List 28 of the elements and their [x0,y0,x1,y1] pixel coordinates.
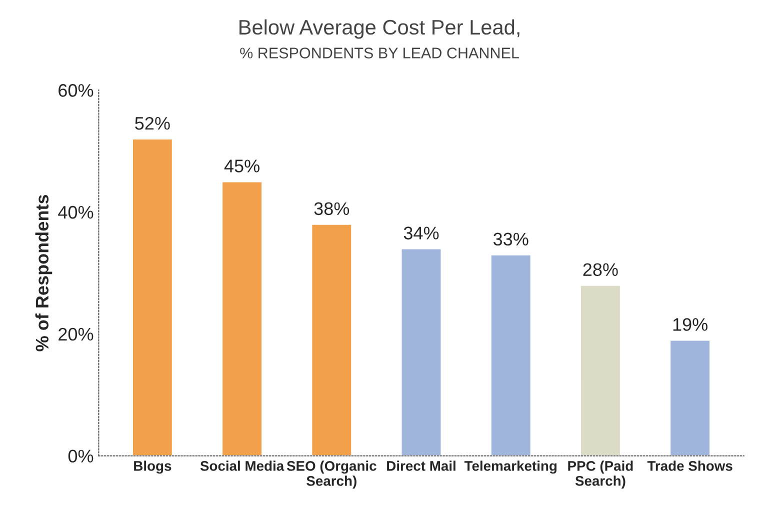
bar [669,339,711,456]
chart-subtitle: % RESPONDENTS BY LEAD CHANNEL [240,48,519,58]
data-label: 19% [673,318,708,331]
data-label: 28% [583,263,618,276]
y-tick-label: 60% [58,84,94,97]
y-tick-label: 20% [58,328,94,341]
chart-title: Below Average Cost Per Lead, [240,19,520,39]
data-label: 38% [314,202,350,216]
x-tick-label: Social Media [200,460,284,471]
x-tick-label: SEO (Organic Search) [286,460,376,489]
bar [400,248,442,456]
bar [132,138,174,456]
bar [310,223,352,456]
y-axis-title: % of Respondents [35,194,52,352]
x-tick-label: Telemarketing [464,460,556,474]
x-tick-label: Direct Mail [387,460,456,471]
bar [490,254,532,456]
data-label: 52% [135,116,170,130]
y-tick-label: 0% [68,450,94,463]
bar [580,284,622,456]
data-label: 33% [493,232,528,246]
x-tick-label: Trade Shows [647,460,732,471]
x-tick-label: PPC (Paid Search) [568,460,633,489]
bar [221,180,263,456]
y-tick-label: 40% [58,206,94,219]
x-tick-label: Blogs [134,460,172,474]
data-label: 34% [404,226,439,240]
data-label: 45% [224,160,260,172]
